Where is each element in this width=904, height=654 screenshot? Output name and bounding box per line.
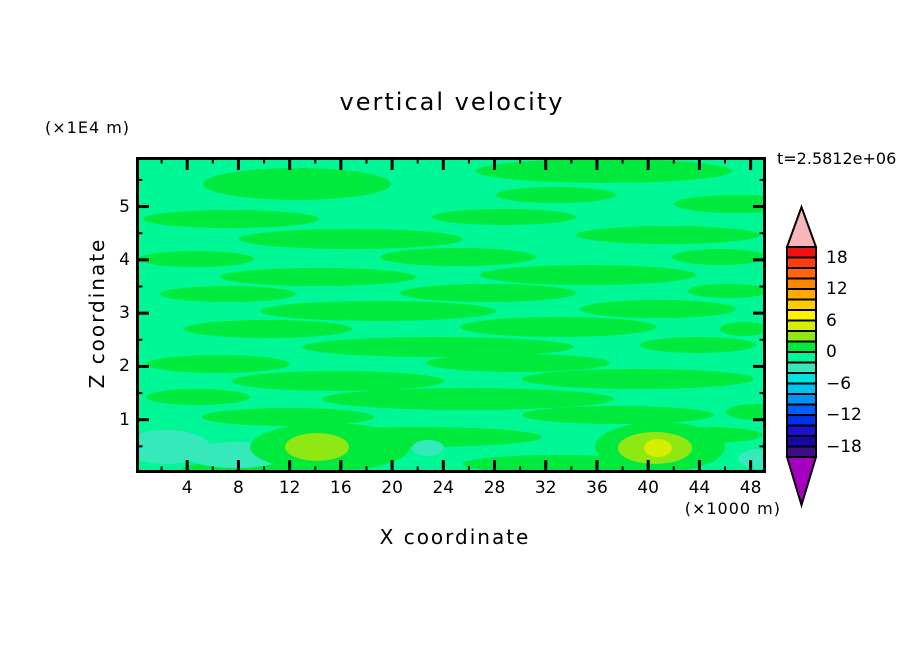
contour-region [260, 301, 496, 321]
contour-region [203, 168, 391, 200]
x-tick-label: 8 [233, 478, 244, 498]
contour-region [496, 187, 616, 203]
colorbar-segment [786, 372, 817, 385]
contour-region [432, 209, 576, 225]
contour-region [412, 440, 444, 456]
contour-region [202, 408, 374, 426]
colorbar-segment [786, 288, 817, 301]
contour-plot [136, 157, 766, 473]
contour-region [220, 268, 416, 286]
z-axis-title: Z coordinate [85, 237, 109, 389]
colorbar-segment [786, 309, 817, 322]
colorbar-segment [786, 267, 817, 280]
contour-region [726, 404, 766, 420]
colorbar-label: −12 [826, 405, 862, 425]
contour-region [184, 320, 352, 338]
contour-region [480, 265, 696, 285]
contour-region [232, 371, 444, 391]
contour-region [143, 210, 319, 228]
x-tick-label: 28 [483, 478, 506, 498]
colorbar-label: −18 [826, 436, 862, 457]
colorbar-segment [786, 393, 817, 406]
colorbar-label: 12 [826, 279, 848, 299]
colorbar-label: 0 [826, 342, 837, 362]
colorbar-segment [786, 424, 817, 437]
colorbar-segment [786, 361, 817, 374]
contour-region [146, 355, 290, 373]
colorbar-segment [786, 382, 817, 395]
contour-region [322, 388, 614, 410]
x-tick-label: 48 [739, 478, 762, 498]
colorbar-label: 6 [826, 310, 837, 331]
z-axis-units: (×1E4 m) [45, 118, 131, 137]
z-tick-label: 1 [119, 409, 130, 430]
contour-region [285, 433, 349, 461]
contour-region [720, 322, 766, 336]
contour-region [672, 249, 766, 265]
x-tick-label: 32 [534, 478, 557, 498]
contour-region [160, 286, 296, 302]
contour-region [146, 389, 250, 405]
contour-region [688, 284, 766, 298]
x-tick-label: 20 [381, 478, 403, 498]
colorbar-segment [786, 319, 817, 332]
contour-region [380, 248, 536, 266]
contour-region [738, 449, 766, 469]
x-tick-label: 44 [688, 478, 711, 498]
z-tick-label: 3 [119, 303, 130, 324]
colorbar-label: −6 [826, 373, 852, 394]
x-tick-label: 36 [586, 478, 608, 498]
x-tick-label: 16 [330, 478, 352, 498]
colorbar-segment [786, 340, 817, 353]
contour-region [580, 300, 736, 318]
colorbar-under-arrow [785, 456, 818, 509]
z-tick-label: 2 [119, 356, 130, 377]
colorbar-segment [786, 246, 817, 259]
plot-frame [136, 157, 766, 473]
contour-region [674, 195, 766, 213]
contour-region [522, 369, 754, 389]
colorbar-segment [786, 256, 817, 269]
colorbar-segment [786, 435, 817, 448]
colorbar [785, 204, 818, 509]
colorbar-segment [786, 298, 817, 311]
contour-region [476, 159, 732, 183]
contour-region [522, 406, 714, 424]
x-axis-title: X coordinate [379, 525, 531, 549]
contour-region [426, 354, 610, 372]
x-tick-label: 12 [278, 478, 301, 498]
colorbar-segment [786, 330, 817, 343]
contour-region [640, 337, 756, 353]
contour-region [644, 439, 672, 457]
z-tick-label: 5 [119, 196, 130, 217]
z-tick-label: 4 [119, 249, 130, 270]
x-tick-label: 4 [181, 478, 193, 498]
plot-title: vertical velocity [339, 88, 565, 116]
contour-region [576, 226, 760, 244]
colorbar-over-arrow [785, 204, 818, 248]
x-axis-units: (×1000 m) [684, 499, 781, 518]
colorbar-segment [786, 414, 817, 427]
contour-region [239, 229, 463, 249]
colorbar-segment [786, 445, 817, 458]
colorbar-segment [786, 351, 817, 364]
colorbar-label: 18 [826, 247, 848, 268]
time-label: t=2.5812e+06 [777, 149, 897, 168]
colorbar-segment [786, 277, 817, 290]
contour-region [302, 337, 574, 357]
contour-region [460, 317, 656, 337]
contour-region [138, 251, 254, 267]
x-tick-label: 24 [432, 478, 455, 498]
colorbar-segment [786, 403, 817, 416]
contour-region [400, 284, 576, 302]
x-tick-label: 40 [637, 478, 660, 498]
